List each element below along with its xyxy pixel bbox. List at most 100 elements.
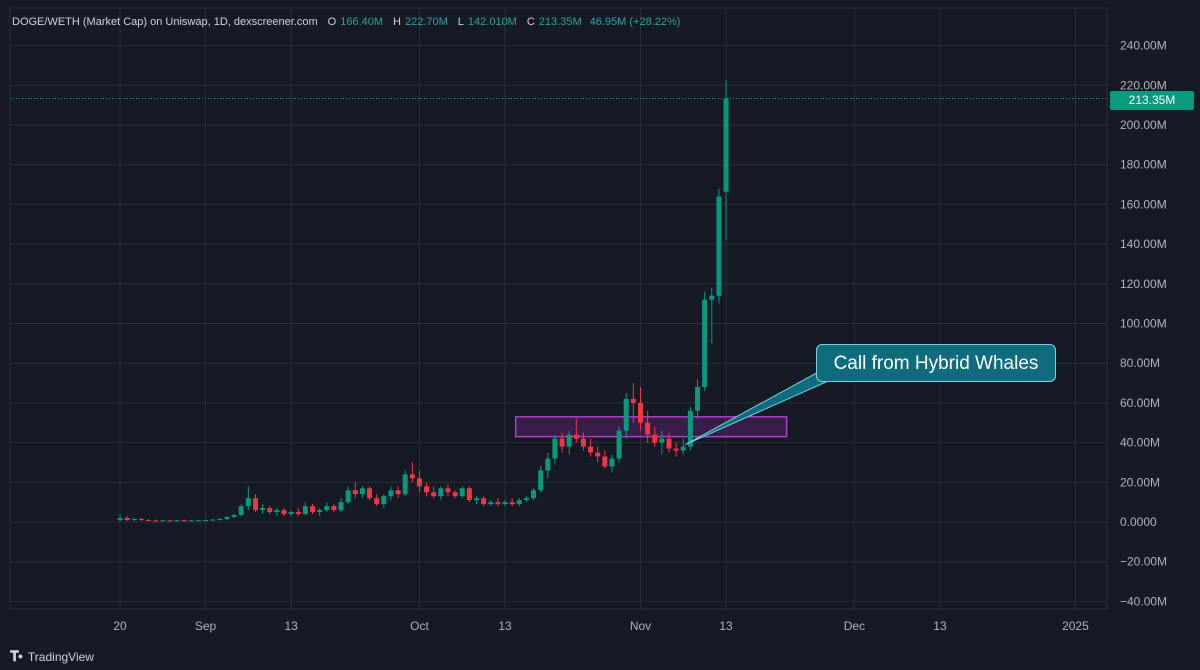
candle-body[interactable] [124,518,130,521]
candle-body[interactable] [402,474,408,495]
candle-body[interactable] [352,490,358,495]
candle-body[interactable] [160,520,166,522]
candle-body[interactable] [552,438,558,459]
candle-body[interactable] [210,519,216,521]
candle-body[interactable] [367,488,373,499]
candle-body[interactable] [502,502,508,505]
candle-body[interactable] [673,448,679,451]
candle-body[interactable] [566,434,572,447]
candle-body[interactable] [559,438,565,447]
annotation-callout: Call from Hybrid Whales [816,344,1056,382]
candle-body[interactable] [616,430,622,459]
candle-body[interactable] [195,520,201,522]
candle-body[interactable] [188,520,194,522]
candle-body[interactable] [359,488,365,495]
candle-body[interactable] [666,438,672,449]
candle-body[interactable] [338,502,344,511]
y-tick-label: 240.00M [1120,39,1167,53]
y-tick-label: −40.00M [1120,594,1167,608]
candle-body[interactable] [481,498,487,505]
candle-body[interactable] [153,520,159,522]
candle-body[interactable] [588,446,594,453]
candle-body[interactable] [302,506,308,515]
candle-body[interactable] [288,512,294,515]
candle-body[interactable] [595,452,601,457]
candle-body[interactable] [609,458,615,467]
candle-body[interactable] [630,398,636,403]
candle-body[interactable] [716,196,722,296]
candle-body[interactable] [131,519,137,521]
candle-body[interactable] [217,519,223,521]
candle-body[interactable] [580,438,586,447]
candle-body[interactable] [167,520,173,522]
candle-body[interactable] [545,458,551,471]
candle-body[interactable] [531,490,537,499]
legend-close-value: 213.35M [538,16,582,28]
candle-body[interactable] [238,506,244,516]
candle-body[interactable] [324,506,330,511]
candle-body[interactable] [252,498,258,511]
candle-body[interactable] [174,520,180,522]
x-tick-label: Oct [410,619,429,633]
candle-body[interactable] [623,398,629,431]
candle-body[interactable] [516,500,522,505]
candle-body[interactable] [709,295,715,300]
tradingview-logo[interactable]: 𝐓• TradingView [10,648,94,665]
candle-body[interactable] [573,434,579,439]
candle-body[interactable] [224,517,230,520]
candle-body[interactable] [181,520,187,522]
candle-body[interactable] [659,438,665,443]
candle-body[interactable] [637,402,643,423]
candle-body[interactable] [317,510,323,513]
candle-body[interactable] [509,502,515,505]
candle-body[interactable] [117,518,123,521]
candle-body[interactable] [203,520,209,522]
candle-body[interactable] [281,510,287,515]
candle-body[interactable] [345,490,351,503]
candle-body[interactable] [702,299,708,388]
candle-body[interactable] [431,492,437,497]
candle-body[interactable] [146,520,152,522]
candlestick-chart[interactable]: 240.00M 220.00M 200.00M 180.00M 160.00M 140.0… [0,0,1200,640]
candle-body[interactable] [474,498,479,501]
candle-body[interactable] [652,434,658,443]
candle-body[interactable] [245,498,251,507]
candle-body[interactable] [645,422,651,435]
candle-body[interactable] [416,478,422,487]
candle-body[interactable] [466,488,472,501]
candle-body[interactable] [274,510,280,513]
y-tick-label: 140.00M [1120,237,1167,251]
candle-body[interactable] [488,502,494,505]
candle-body[interactable] [452,492,458,497]
tradingview-brand-text: TradingView [27,649,94,664]
candle-body[interactable] [523,498,529,501]
candle-body[interactable] [680,446,686,451]
candle-body[interactable] [138,519,144,521]
candle-body[interactable] [695,387,701,411]
x-tick-label: Nov [630,619,651,633]
candle-body[interactable] [267,508,273,513]
candle-body[interactable] [602,456,608,467]
candle-body[interactable] [687,410,693,447]
candle-body[interactable] [395,490,401,495]
candle-body[interactable] [381,496,387,505]
candle-body[interactable] [409,474,415,479]
candle-body[interactable] [538,470,544,491]
candle-body[interactable] [495,502,501,505]
candle-body[interactable] [438,488,444,497]
candle-body[interactable] [295,512,301,515]
candle-body[interactable] [260,508,266,511]
candle-body[interactable] [231,515,237,518]
y-tick-label: 180.00M [1120,158,1167,172]
candle-body[interactable] [374,498,380,505]
support-zone-box[interactable] [514,416,788,438]
chart-legend: DOGE/WETH (Market Cap) on Uniswap, 1D, d… [12,16,680,28]
candle-body[interactable] [331,506,337,511]
candle-body[interactable] [459,488,465,497]
candle-body[interactable] [723,98,729,192]
legend-open-label: O [327,16,337,28]
candle-body[interactable] [424,486,430,493]
candle-body[interactable] [388,490,394,497]
candle-body[interactable] [445,488,451,493]
candle-body[interactable] [310,506,316,513]
